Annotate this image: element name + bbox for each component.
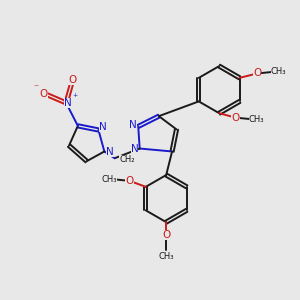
Text: CH₃: CH₃	[249, 115, 264, 124]
Text: O: O	[162, 230, 170, 240]
Text: ⁺: ⁺	[72, 94, 77, 103]
Text: O: O	[40, 89, 48, 99]
Text: CH₂: CH₂	[119, 155, 135, 164]
Text: O: O	[68, 75, 77, 85]
Text: O: O	[231, 112, 239, 123]
Text: CH₃: CH₃	[271, 68, 286, 76]
Text: O: O	[125, 176, 134, 186]
Text: N: N	[64, 98, 71, 108]
Text: CH₃: CH₃	[158, 252, 174, 261]
Text: ⁻: ⁻	[34, 83, 39, 93]
Text: CH₃: CH₃	[101, 175, 117, 184]
Text: N: N	[99, 122, 107, 132]
Text: N: N	[106, 147, 113, 157]
Text: N: N	[129, 120, 137, 130]
Text: N: N	[130, 143, 138, 154]
Text: O: O	[253, 68, 261, 78]
